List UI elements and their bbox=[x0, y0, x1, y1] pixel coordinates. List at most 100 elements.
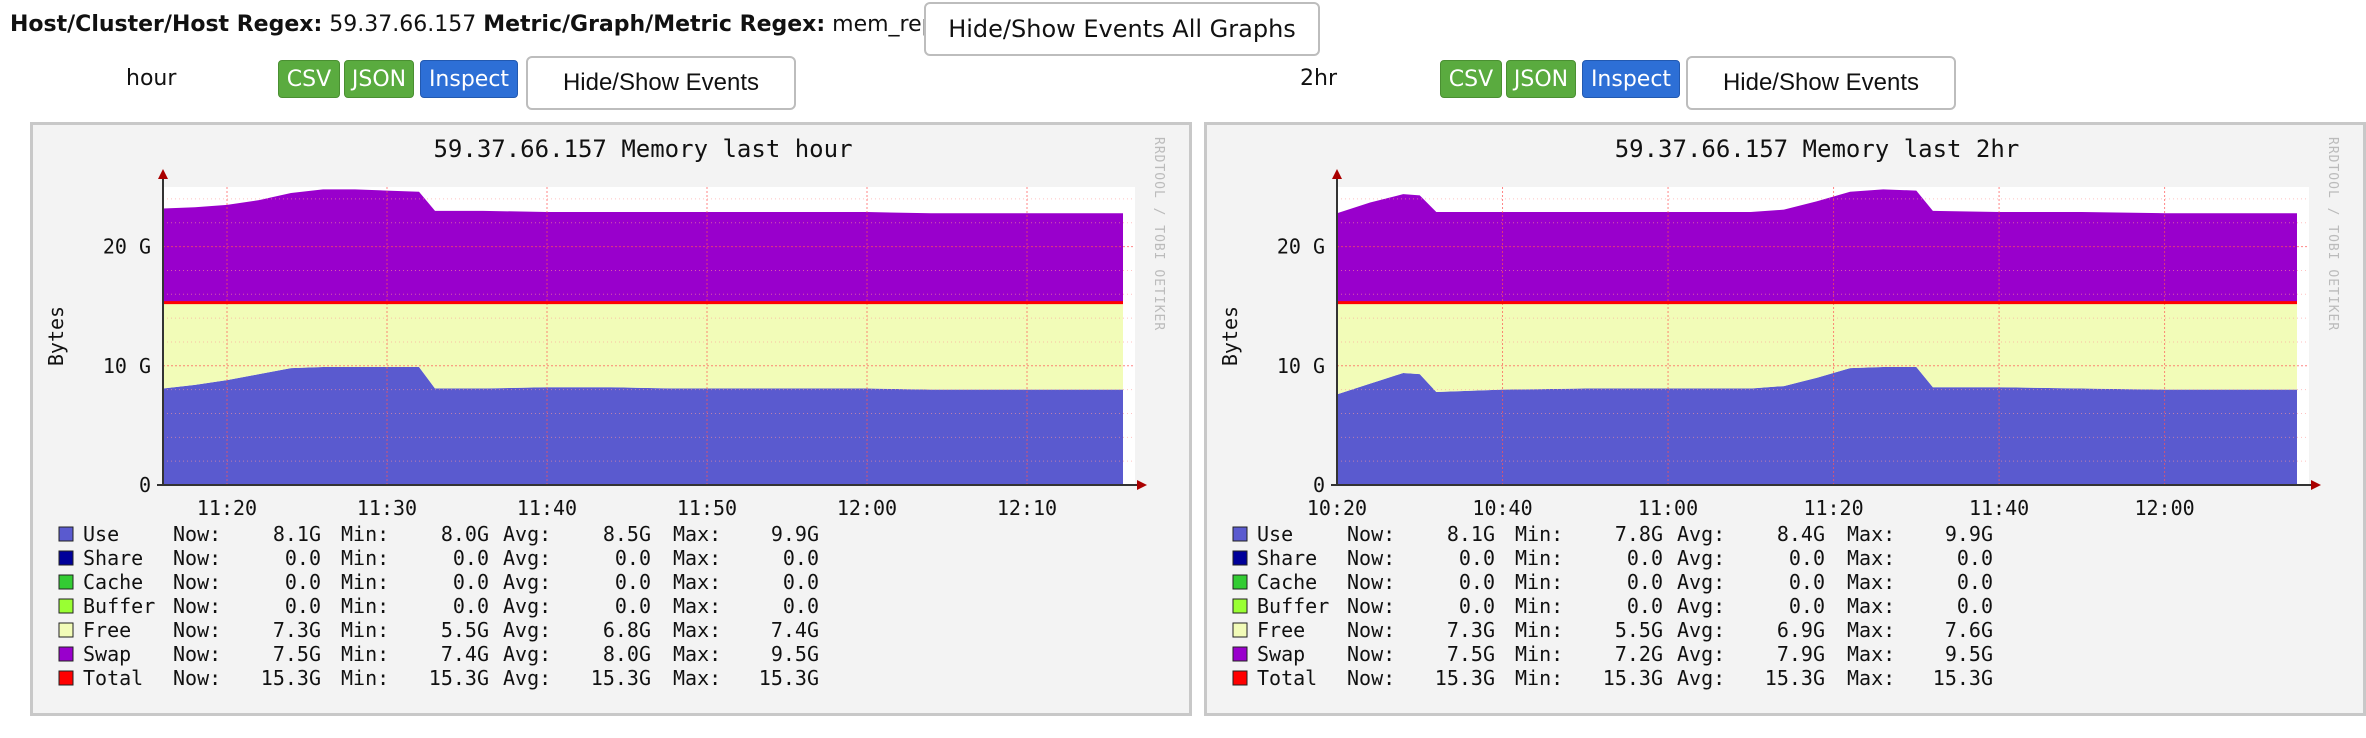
memory-chart-2hr: 59.37.66.157 Memory last 2hr Bytes RRDTOOL… bbox=[1218, 135, 2340, 690]
legend-max-label: Max: bbox=[673, 570, 721, 594]
legend-avg-value: 0.0 bbox=[615, 594, 651, 618]
legend-max-label: Max: bbox=[1847, 666, 1895, 690]
legend-swatch bbox=[58, 574, 74, 590]
legend-swatch bbox=[58, 646, 74, 662]
legend-now-label: Now: bbox=[1347, 642, 1395, 666]
legend-min-label: Min: bbox=[341, 594, 389, 618]
legend-max-label: Max: bbox=[1847, 522, 1895, 546]
graph-panel-2hr[interactable]: 59.37.66.157 Memory last 2hr Bytes RRDTOOL… bbox=[1204, 122, 2366, 716]
csv-button[interactable]: CSV bbox=[278, 60, 340, 98]
y-tick-label: 0 bbox=[139, 473, 151, 497]
legend-min-label: Min: bbox=[1515, 594, 1563, 618]
legend-now-value: 0.0 bbox=[285, 546, 321, 570]
legend-avg-label: Avg: bbox=[1677, 618, 1725, 642]
hide-show-events-button[interactable]: Hide/Show Events bbox=[526, 56, 796, 110]
legend-max-value: 7.6G bbox=[1945, 618, 1993, 642]
legend-min-value: 0.0 bbox=[1627, 546, 1663, 570]
use-area bbox=[163, 366, 1123, 485]
legend-max-label: Max: bbox=[673, 666, 721, 690]
legend-avg-label: Avg: bbox=[503, 618, 551, 642]
legend-now-value: 7.3G bbox=[1447, 618, 1495, 642]
legend-max-label: Max: bbox=[673, 594, 721, 618]
legend-name: Share bbox=[83, 546, 143, 570]
inspect-button[interactable]: Inspect bbox=[1582, 60, 1680, 98]
legend-now-value: 0.0 bbox=[1459, 594, 1495, 618]
x-tick-label: 10:40 bbox=[1472, 496, 1532, 520]
legend-avg-label: Avg: bbox=[503, 666, 551, 690]
json-button[interactable]: JSON bbox=[344, 60, 414, 98]
csv-button[interactable]: CSV bbox=[1440, 60, 1502, 98]
legend-avg-label: Avg: bbox=[1677, 570, 1725, 594]
y-tick-label: 10 G bbox=[103, 354, 151, 378]
legend-min-value: 5.5G bbox=[441, 618, 489, 642]
memory-chart-hour: 59.37.66.157 Memory last hour Bytes RRDTOO… bbox=[44, 135, 1166, 690]
swap-area bbox=[1337, 189, 2297, 303]
legend-avg-value: 0.0 bbox=[1789, 570, 1825, 594]
range-label-2hr: 2hr bbox=[1300, 66, 1337, 91]
y-axis-arrow bbox=[1332, 169, 1342, 179]
legend-max-value: 0.0 bbox=[1957, 570, 1993, 594]
x-tick-label: 11:20 bbox=[1803, 496, 1863, 520]
x-tick-label: 11:30 bbox=[357, 496, 417, 520]
legend-min-label: Min: bbox=[341, 666, 389, 690]
legend-min-label: Min: bbox=[341, 642, 389, 666]
x-axis-arrow bbox=[2311, 480, 2321, 490]
legend-now-value: 7.5G bbox=[273, 642, 321, 666]
legend-min-label: Min: bbox=[341, 618, 389, 642]
legend-min-value: 0.0 bbox=[453, 594, 489, 618]
legend-min-label: Min: bbox=[1515, 666, 1563, 690]
legend-avg-label: Avg: bbox=[1677, 546, 1725, 570]
graph-panel-hour[interactable]: 59.37.66.157 Memory last hour Bytes RRDTOO… bbox=[30, 122, 1192, 716]
legend-avg-value: 6.9G bbox=[1777, 618, 1825, 642]
legend-name: Use bbox=[1257, 522, 1293, 546]
legend-avg-value: 7.9G bbox=[1777, 642, 1825, 666]
inspect-button[interactable]: Inspect bbox=[420, 60, 518, 98]
legend-min-value: 15.3G bbox=[1603, 666, 1663, 690]
legend-now-value: 7.3G bbox=[273, 618, 321, 642]
legend-min-label: Min: bbox=[1515, 618, 1563, 642]
legend-now-label: Now: bbox=[1347, 570, 1395, 594]
x-tick-label: 11:40 bbox=[1969, 496, 2029, 520]
legend-swatch bbox=[1232, 550, 1248, 566]
legend-avg-label: Avg: bbox=[503, 642, 551, 666]
legend-now-value: 0.0 bbox=[1459, 546, 1495, 570]
legend-max-value: 15.3G bbox=[759, 666, 819, 690]
watermark: RRDTOOL / TOBI OETIKER bbox=[1151, 137, 1166, 331]
legend-max-label: Max: bbox=[1847, 546, 1895, 570]
legend-min-label: Min: bbox=[341, 546, 389, 570]
legend-min-value: 5.5G bbox=[1615, 618, 1663, 642]
chart-title: 59.37.66.157 Memory last hour bbox=[433, 135, 852, 163]
legend-name: Swap bbox=[1257, 642, 1305, 666]
legend-min-value: 15.3G bbox=[429, 666, 489, 690]
json-button[interactable]: JSON bbox=[1506, 60, 1576, 98]
y-tick-label: 0 bbox=[1313, 473, 1325, 497]
hide-show-events-all-button[interactable]: Hide/Show Events All Graphs bbox=[924, 2, 1320, 56]
legend-avg-value: 6.8G bbox=[603, 618, 651, 642]
x-tick-label: 11:20 bbox=[197, 496, 257, 520]
legend-min-value: 7.8G bbox=[1615, 522, 1663, 546]
legend-min-value: 0.0 bbox=[453, 546, 489, 570]
legend-swatch bbox=[58, 598, 74, 614]
legend-avg-value: 0.0 bbox=[1789, 546, 1825, 570]
legend-min-value: 7.2G bbox=[1615, 642, 1663, 666]
legend-min-value: 0.0 bbox=[1627, 570, 1663, 594]
legend-name: Share bbox=[1257, 546, 1317, 570]
legend-swatch bbox=[1232, 646, 1248, 662]
legend-name: Buffer bbox=[83, 594, 155, 618]
legend-max-value: 0.0 bbox=[1957, 594, 1993, 618]
legend-now-label: Now: bbox=[1347, 522, 1395, 546]
legend-now-value: 0.0 bbox=[1459, 570, 1495, 594]
hide-show-events-button[interactable]: Hide/Show Events bbox=[1686, 56, 1956, 110]
legend-max-value: 9.5G bbox=[1945, 642, 1993, 666]
legend-now-label: Now: bbox=[173, 642, 221, 666]
legend-avg-value: 0.0 bbox=[615, 546, 651, 570]
legend-max-value: 0.0 bbox=[1957, 546, 1993, 570]
y-axis-label: Bytes bbox=[44, 306, 68, 366]
legend-avg-value: 8.0G bbox=[603, 642, 651, 666]
legend-avg-value: 0.0 bbox=[1789, 594, 1825, 618]
swap-area bbox=[163, 189, 1123, 303]
legend-max-label: Max: bbox=[673, 522, 721, 546]
x-tick-label: 12:00 bbox=[2134, 496, 2194, 520]
y-axis-arrow bbox=[158, 169, 168, 179]
legend-max-label: Max: bbox=[673, 546, 721, 570]
